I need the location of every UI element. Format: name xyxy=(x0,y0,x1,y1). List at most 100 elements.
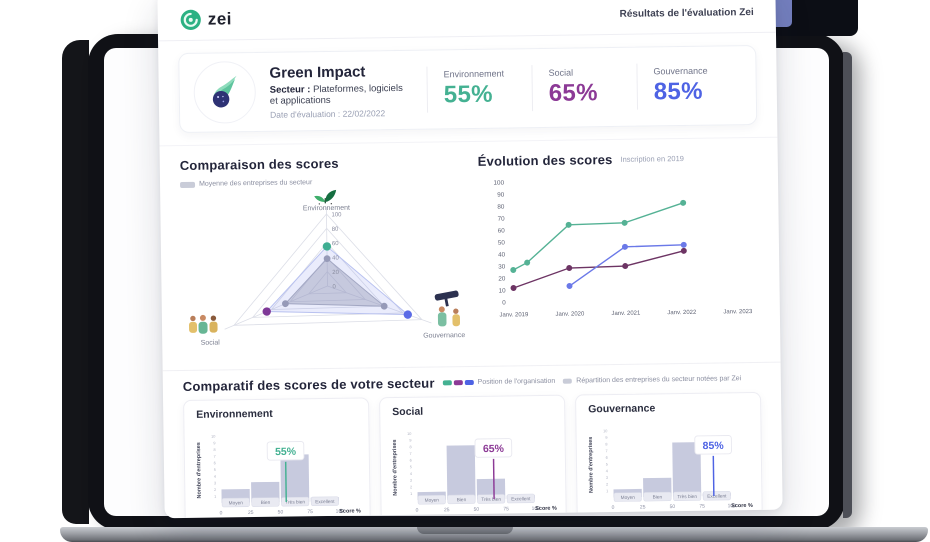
avatar xyxy=(193,60,257,124)
evolution-subtitle: Inscription en 2019 xyxy=(620,154,684,164)
svg-text:75: 75 xyxy=(503,506,509,512)
svg-text:0: 0 xyxy=(416,508,419,514)
score-cell-environnement: Environnement 55% xyxy=(426,65,533,113)
svg-text:5: 5 xyxy=(606,463,608,467)
svg-text:75: 75 xyxy=(307,509,313,515)
svg-text:Bien: Bien xyxy=(457,497,467,503)
score-value-gouvernance: 85% xyxy=(653,77,703,106)
brand-name: zei xyxy=(207,9,233,29)
svg-text:4: 4 xyxy=(410,472,413,476)
legend-sector-distribution: Répartition des entreprises du secteur n… xyxy=(563,375,741,385)
dashboard-panel: zei Résultats de l'évaluation Zei Green … xyxy=(157,0,783,519)
svg-text:6: 6 xyxy=(214,461,216,465)
legend-sector-average: Moyenne des entreprises du secteur xyxy=(180,179,312,188)
sector-label: Secteur : xyxy=(269,83,311,96)
svg-text:100: 100 xyxy=(728,503,737,509)
svg-text:70: 70 xyxy=(497,216,505,223)
company-sector: Secteur : Plateformes, logiciels et appl… xyxy=(270,82,413,106)
histogram-title: Gouvernance xyxy=(588,402,656,416)
histogram-row: Environnement Nombre d'entreprises 1 2 3 4 5 6… xyxy=(163,391,783,519)
radar-axis-social: Social xyxy=(200,339,220,347)
svg-text:25: 25 xyxy=(640,504,646,510)
svg-text:50: 50 xyxy=(670,504,676,510)
svg-text:Très bien: Très bien xyxy=(481,497,501,503)
svg-text:100: 100 xyxy=(331,212,342,218)
svg-text:100: 100 xyxy=(493,180,504,187)
svg-text:5: 5 xyxy=(214,468,216,472)
section-title-comparatif: Comparatif des scores de votre secteur xyxy=(182,375,435,395)
svg-text:3: 3 xyxy=(410,479,412,483)
histogram-card-gouvernance: Gouvernance Nombre d'entreprises 1 2 3 4 5 6 7 8… xyxy=(575,391,763,519)
svg-text:10: 10 xyxy=(498,288,506,295)
svg-text:1: 1 xyxy=(214,495,216,499)
svg-text:Excellent: Excellent xyxy=(707,494,727,500)
svg-text:6: 6 xyxy=(410,459,412,463)
svg-text:60: 60 xyxy=(332,241,339,247)
date-label: Date d'évaluation : xyxy=(270,108,341,120)
company-date: Date d'évaluation : 22/02/2022 xyxy=(270,107,413,120)
gavel-icon xyxy=(428,290,471,329)
svg-text:Excellent: Excellent xyxy=(511,496,531,502)
svg-text:6: 6 xyxy=(606,456,608,460)
laptop-base xyxy=(60,527,928,542)
score-cell-social: Social 65% xyxy=(531,63,638,112)
svg-text:Bien: Bien xyxy=(653,494,663,500)
svg-text:Score %: Score % xyxy=(535,506,557,512)
svg-text:5: 5 xyxy=(410,465,412,469)
svg-text:1: 1 xyxy=(606,489,608,493)
svg-text:0: 0 xyxy=(612,505,615,511)
histogram-title: Environnement xyxy=(196,407,273,421)
svg-text:4: 4 xyxy=(214,475,217,479)
svg-text:85%: 85% xyxy=(703,440,725,452)
svg-text:0: 0 xyxy=(502,299,506,306)
svg-text:10: 10 xyxy=(603,429,607,433)
svg-text:10: 10 xyxy=(211,435,215,439)
svg-text:0: 0 xyxy=(220,510,223,516)
company-name: Green Impact xyxy=(269,62,366,82)
comparison-section: Comparaison des scores Moyenne des entre… xyxy=(180,154,477,362)
radar-chart: 0 20 40 60 80 100 Environnement xyxy=(180,186,474,362)
histogram-gouvernance: Nombre d'entreprises 1 2 3 4 5 6 7 8 9 10 Moyen Bien… xyxy=(588,429,753,511)
svg-text:2: 2 xyxy=(606,483,608,487)
histogram-title: Social xyxy=(392,405,424,419)
svg-text:80: 80 xyxy=(332,227,339,233)
svg-text:50: 50 xyxy=(474,507,480,513)
svg-text:55%: 55% xyxy=(275,446,297,458)
svg-text:Excellent: Excellent xyxy=(315,499,335,505)
svg-text:2: 2 xyxy=(214,488,216,492)
svg-text:7: 7 xyxy=(605,449,607,453)
svg-text:75: 75 xyxy=(699,504,705,510)
score-label: Social xyxy=(548,67,574,78)
svg-text:Nombre d'entreprises: Nombre d'entreprises xyxy=(196,442,203,498)
svg-text:Janv. 2021: Janv. 2021 xyxy=(611,311,641,317)
svg-text:10: 10 xyxy=(407,432,411,436)
score-label: Gouvernance xyxy=(653,65,708,77)
radar-svg: 0 20 40 60 80 100 xyxy=(224,206,432,330)
svg-text:Nombre d'entreprises: Nombre d'entreprises xyxy=(588,437,595,493)
histogram-environnement: Nombre d'entreprises 1 2 3 4 5 6 7 8 9 10 Moyen Bien… xyxy=(196,435,361,517)
svg-text:Moyen: Moyen xyxy=(229,500,244,506)
svg-text:Score %: Score % xyxy=(339,508,361,514)
laptop-right-edge xyxy=(843,52,852,518)
score-value-social: 65% xyxy=(548,79,598,107)
laptop-left-edge xyxy=(62,40,89,524)
company-info: Green Impact Secteur : Plateformes, logi… xyxy=(269,62,413,119)
svg-text:7: 7 xyxy=(410,452,412,456)
panel-header: zei Résultats de l'évaluation Zei xyxy=(157,0,776,42)
page-title: Résultats de l'évaluation Zei xyxy=(619,6,754,20)
company-card: Green Impact Secteur : Plateformes, logi… xyxy=(178,44,758,134)
svg-text:40: 40 xyxy=(332,256,339,262)
svg-text:Janv. 2023: Janv. 2023 xyxy=(723,309,753,315)
svg-text:7: 7 xyxy=(214,455,216,459)
svg-text:80: 80 xyxy=(497,204,505,211)
svg-text:Très bien: Très bien xyxy=(285,499,305,505)
comet-icon xyxy=(212,75,237,108)
svg-text:100: 100 xyxy=(336,509,345,515)
score-value-environnement: 55% xyxy=(443,80,493,109)
sector-comparison-section: Comparatif des scores de votre secteur P… xyxy=(162,361,781,395)
svg-text:60: 60 xyxy=(498,228,506,235)
histogram-social: Nombre d'entreprises 1 2 3 4 5 6 7 8 9 10 Moyen Bien… xyxy=(392,432,557,514)
svg-text:25: 25 xyxy=(248,510,254,516)
svg-text:3: 3 xyxy=(214,481,216,485)
